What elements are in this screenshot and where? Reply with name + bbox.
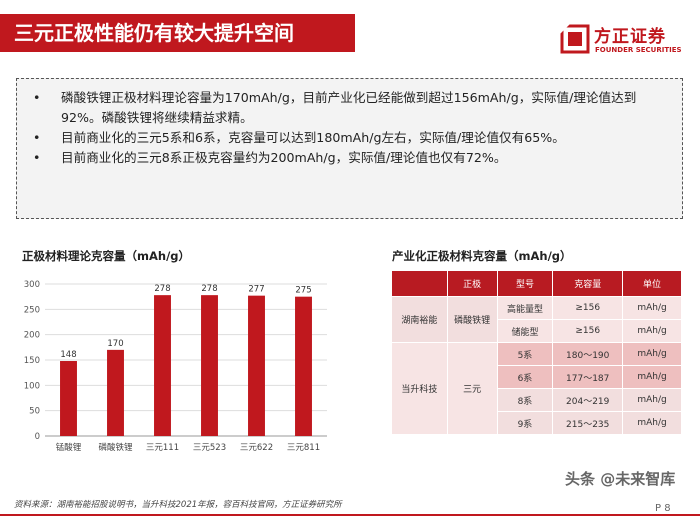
watermark: 头条 @未来智库 — [565, 470, 676, 488]
cathode-cell: 三元 — [446, 342, 498, 435]
table-row: 湖南裕能 磷酸铁锂 高能量型 ≥156 mAh/g — [391, 296, 682, 343]
capacity-cell: ≥156 — [552, 296, 624, 320]
bullet-item: 磷酸铁锂正极材料理论容量为170mAh/g，目前产业化已经能做到超过156mAh… — [29, 88, 670, 128]
y-tick-label: 300 — [24, 280, 40, 290]
x-tick-label: 三元523 — [193, 443, 226, 453]
bullet-item: 目前商业化的三元5系和6系，克容量可以达到180mAh/g左右，实际值/理论值仅… — [29, 128, 670, 148]
y-tick-label: 50 — [29, 407, 40, 417]
data-label: 277 — [248, 285, 264, 295]
company-cell: 当升科技 — [391, 342, 448, 435]
data-label: 275 — [295, 286, 311, 296]
x-tick-label: 锰酸锂 — [56, 442, 82, 453]
data-label: 148 — [60, 350, 76, 360]
unit-cell: mAh/g — [622, 296, 682, 320]
y-tick-label: 250 — [24, 305, 40, 315]
model-cell: 9系 — [496, 411, 554, 435]
x-tick-label: 三元811 — [287, 443, 320, 453]
unit-cell: mAh/g — [622, 365, 682, 389]
x-tick-label: 三元622 — [240, 443, 273, 453]
company-logo: 方正证券 FOUNDER SECURITIES — [560, 22, 690, 62]
y-tick-label: 0 — [35, 432, 40, 442]
unit-cell: mAh/g — [622, 319, 682, 343]
capacity-bar-chart: 0 50 100 150 200 250 300 148 锰酸锂 170 磷酸铁锂 278 三元111 2… — [24, 280, 327, 453]
table-header-row: 正极 型号 克容量 单位 — [391, 270, 682, 297]
bar — [60, 361, 77, 436]
table-row: 当升科技 三元 5系 180～190 mAh/g — [391, 342, 682, 435]
x-tick-label: 三元111 — [146, 443, 179, 453]
bar — [107, 349, 124, 436]
bar — [248, 295, 265, 436]
y-tick-label: 150 — [24, 356, 40, 366]
logo-text-en: FOUNDER SECURITIES — [595, 46, 682, 54]
y-tick-label: 100 — [24, 381, 40, 391]
table-row: 储能型 ≥156 mAh/g — [392, 319, 682, 343]
unit-cell: mAh/g — [622, 388, 682, 412]
bullet-item: 目前商业化的三元8系正极克容量约为200mAh/g，实际值/理论值也仅有72%。 — [29, 148, 670, 168]
capacity-table: 正极 型号 克容量 单位 湖南裕能 磷酸铁锂 高能量型 ≥156 mAh/g 储… — [391, 270, 682, 435]
data-label: 278 — [201, 284, 217, 294]
page-number: P 8 — [655, 503, 671, 514]
model-cell: 储能型 — [496, 319, 554, 343]
source-note: 资料来源：湖南裕能招股说明书，当升科技2021年报，容百科技官网，方正证券研究所 — [14, 500, 342, 510]
table-row: 6系 177～187 mAh/g — [392, 365, 682, 389]
model-cell: 高能量型 — [496, 296, 554, 320]
data-label: 278 — [154, 284, 170, 294]
unit-cell: mAh/g — [622, 411, 682, 435]
chart-title: 正极材料理论克容量（mAh/g） — [22, 249, 191, 263]
x-tick-label: 磷酸铁锂 — [98, 442, 133, 453]
header-cell-capacity: 克容量 — [552, 270, 624, 297]
y-tick-label: 200 — [24, 331, 40, 341]
capacity-cell: 177～187 — [552, 365, 624, 389]
page-title: 三元正极性能仍有较大提升空间 — [0, 14, 355, 52]
table-row: 8系 204～219 mAh/g — [392, 388, 682, 412]
capacity-cell: 215～235 — [552, 411, 624, 435]
logo-text-cn: 方正证券 — [594, 27, 666, 47]
bar — [295, 296, 312, 436]
header-cell-model: 型号 — [496, 270, 554, 297]
model-cell: 8系 — [496, 388, 554, 412]
bar — [154, 295, 171, 436]
model-cell: 6系 — [496, 365, 554, 389]
unit-cell: mAh/g — [622, 342, 682, 366]
model-cell: 5系 — [496, 342, 554, 366]
cathode-cell: 磷酸铁锂 — [446, 296, 498, 343]
header-cell-cathode: 正极 — [446, 270, 498, 297]
capacity-cell: ≥156 — [552, 319, 624, 343]
table-title: 产业化正极材料克容量（mAh/g） — [392, 249, 572, 263]
founder-logo-icon — [560, 22, 590, 54]
capacity-cell: 180～190 — [552, 342, 624, 366]
company-cell: 湖南裕能 — [391, 296, 448, 343]
table-row: 9系 215～235 mAh/g — [392, 411, 682, 435]
summary-box: 磷酸铁锂正极材料理论容量为170mAh/g，目前产业化已经能做到超过156mAh… — [16, 78, 683, 219]
header-cell-company — [391, 270, 448, 297]
header-cell-unit: 单位 — [622, 270, 682, 297]
bottom-divider — [0, 514, 700, 516]
bar — [201, 295, 218, 436]
capacity-cell: 204～219 — [552, 388, 624, 412]
data-label: 170 — [107, 339, 123, 349]
